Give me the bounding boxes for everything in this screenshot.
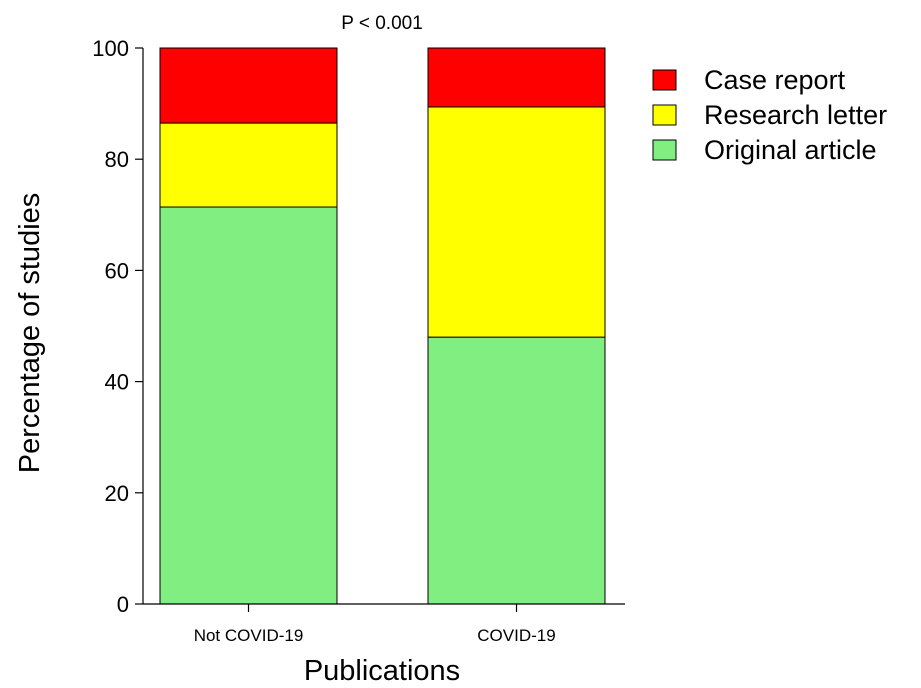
bar-not-covid-19-research-letter — [159, 122, 338, 208]
legend-item-case-report: Case report — [652, 65, 846, 95]
y-tick-label: 40 — [105, 370, 129, 395]
bar-covid-19-original-article — [427, 336, 606, 605]
y-tick-label: 60 — [105, 258, 129, 283]
legend-label: Research letter — [704, 100, 887, 130]
axes-layer: 0 20 40 60 80 100 Not COVID-19 COVID-19 — [92, 36, 625, 645]
significance-annotation: P < 0.001 — [341, 13, 423, 34]
bar-covid-19-case-report — [427, 47, 606, 108]
legend-swatch — [652, 104, 677, 126]
y-axis-title: Percentage of studies — [14, 193, 46, 474]
legend-swatch — [652, 139, 677, 161]
legend-label: Case report — [704, 65, 846, 95]
legend-label: Original article — [704, 135, 877, 165]
bars-layer — [159, 47, 606, 605]
y-tick-label: 100 — [92, 36, 129, 61]
legend: Case report Research letter Original artic… — [652, 65, 887, 165]
legend-swatch — [652, 69, 677, 91]
x-axis-title: Publications — [304, 655, 460, 687]
x-tick-label: COVID-19 — [477, 626, 555, 645]
bar-not-covid-19-case-report — [159, 47, 338, 124]
bar-covid-19-research-letter — [427, 106, 606, 338]
y-tick-label: 0 — [117, 592, 129, 617]
bar-not-covid-19-original-article — [159, 206, 338, 605]
x-tick-label: Not COVID-19 — [194, 626, 304, 645]
legend-item-original-article: Original article — [652, 135, 877, 165]
legend-item-research-letter: Research letter — [652, 100, 887, 130]
y-tick-label: 80 — [105, 147, 129, 172]
y-tick-label: 20 — [105, 481, 129, 506]
